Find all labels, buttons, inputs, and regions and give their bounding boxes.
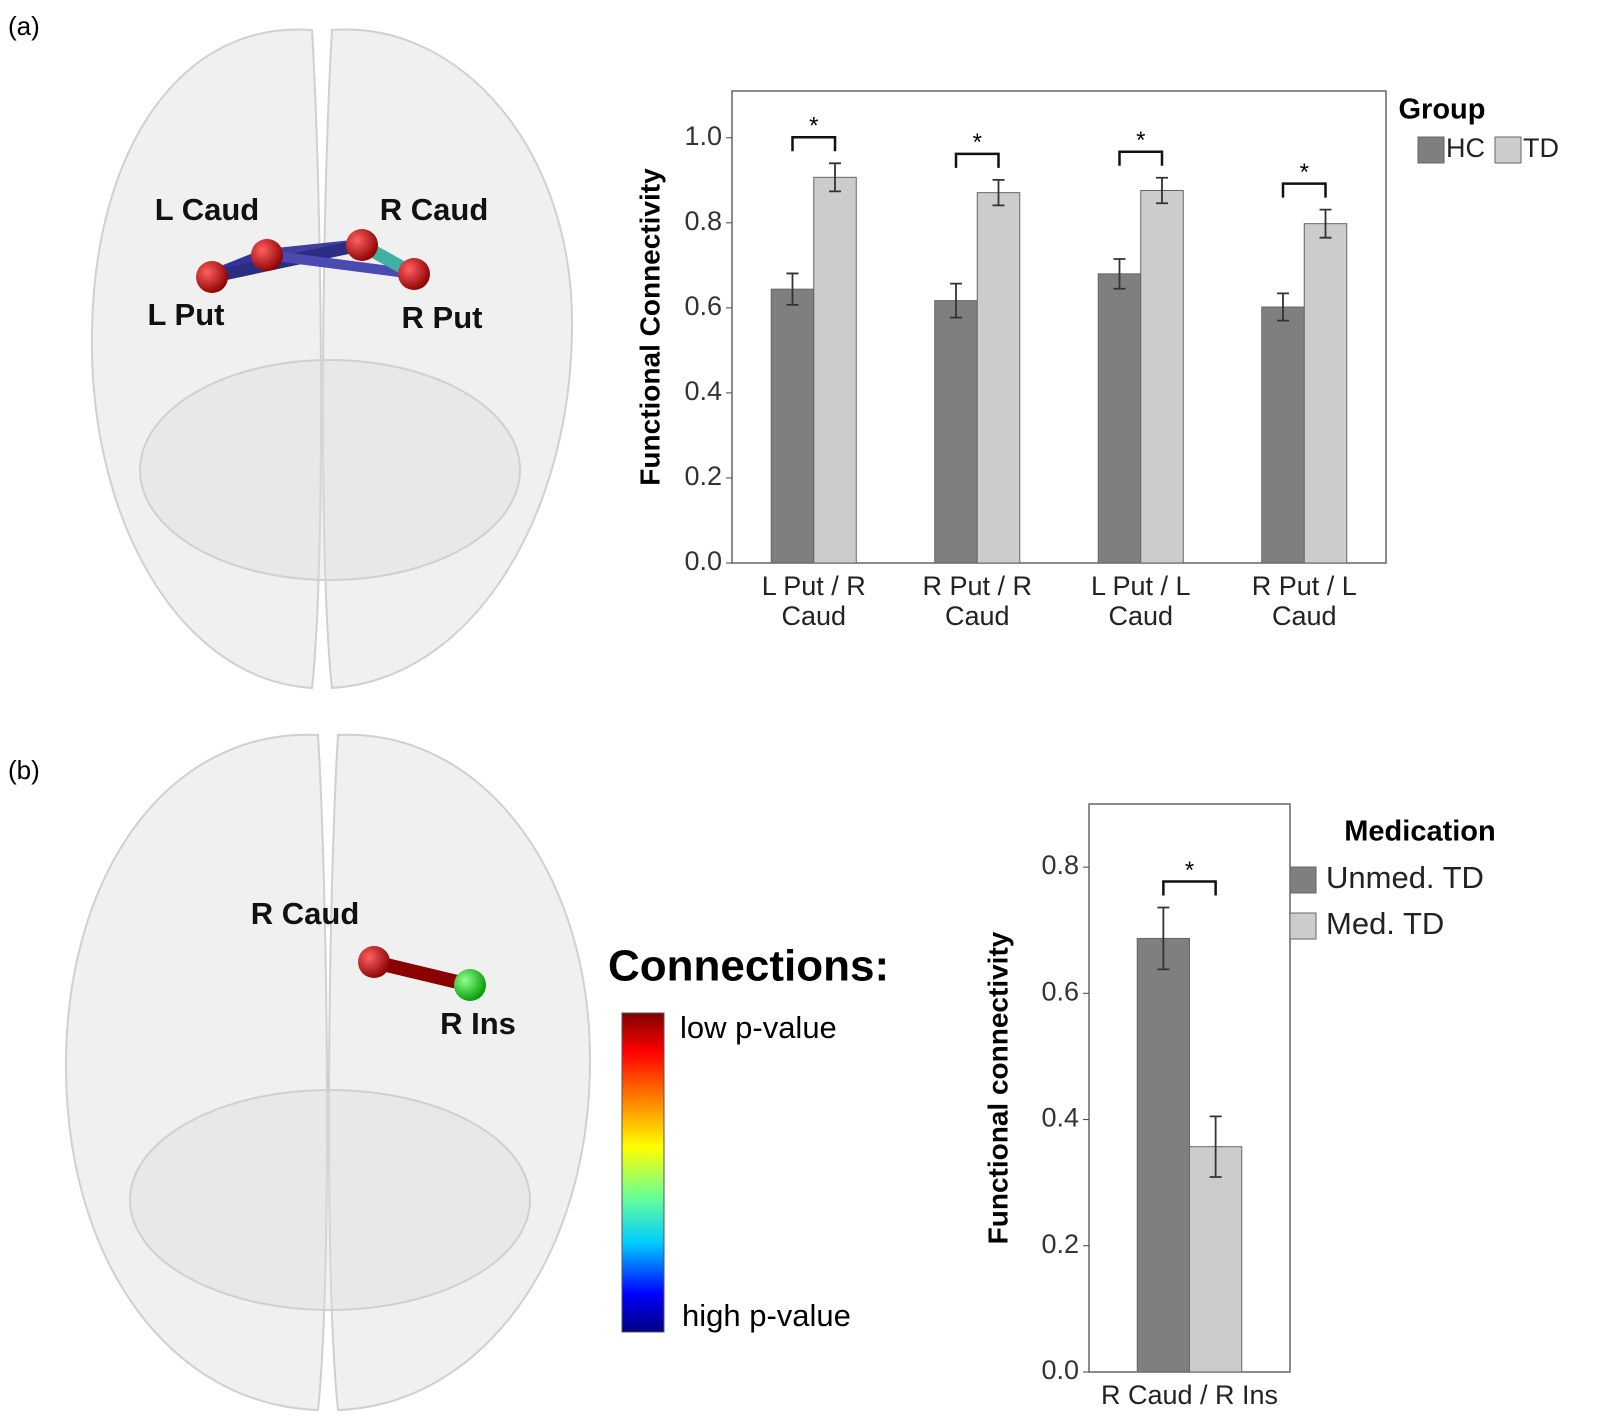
error-bar [1209,1115,1222,1178]
legend-title: Group [1399,94,1486,126]
bar [770,288,815,564]
region-label: L Put [148,297,225,332]
significance-marker: * [1185,857,1194,884]
error-bar [992,178,1005,207]
region-label: R Caud [251,896,360,931]
y-axis-label: Functional connectivity [982,931,1013,1244]
x-tick-label: R Put / L Caud [1251,571,1357,631]
plot-frame [731,90,1387,564]
y-tick-label: 0.4 [1041,1103,1079,1133]
y-tick-label: 0.8 [1041,850,1079,880]
significance-bracket [791,136,837,152]
y-tick-label: 0.2 [1041,1229,1079,1259]
legend-swatch [1289,866,1317,894]
significance-marker: * [1136,127,1145,154]
bar [1189,1146,1243,1373]
significance-bracket [954,152,1000,168]
panel-label: (b) [8,755,40,785]
legend-swatch [1494,136,1522,164]
legend-title: Medication [1344,816,1495,848]
bar [1261,306,1305,564]
x-tick-label: R Put / R Caud [922,571,1033,631]
y-tick-label: 1.0 [684,121,722,151]
panel-label: (a) [8,11,40,41]
error-bar [1156,176,1169,205]
significance-marker: * [1300,159,1309,186]
bar [1097,273,1142,564]
y-tick-label: 0.0 [1041,1355,1079,1385]
region-label: R Ins [440,1006,516,1041]
brain-a [90,28,574,690]
x-tick-label: L Put / R Caud [761,571,866,631]
significance-bracket [1162,880,1217,896]
error-bar [1113,258,1126,290]
y-axis-label: Functional Connectivity [634,168,665,486]
colorbar-title: Connections: [608,942,889,991]
y-tick-label: 0.4 [684,376,722,406]
error-bar [786,272,799,306]
bar [976,192,1021,564]
x-tick-label: R Caud / R Ins [1100,1380,1279,1410]
error-bar [1319,208,1332,239]
error-bar [829,162,842,193]
y-tick-label: 0.6 [684,291,722,321]
network-b [358,946,486,1001]
bar [813,176,857,564]
brain-b [64,733,592,1412]
legend-label: Med. TD [1326,906,1444,941]
y-tick-label: 0.0 [684,546,722,576]
network-a [196,229,430,293]
significance-marker: * [809,113,818,140]
y-tick-label: 0.8 [684,206,722,236]
significance-marker: * [973,129,982,156]
y-tick-label: 0.2 [684,461,722,491]
error-bar [1276,292,1289,322]
legend-label: TD [1523,133,1559,163]
legend-swatch [1417,136,1445,164]
error-bar [1157,906,1170,971]
legend-swatch [1289,912,1317,940]
region-label: R Put [402,300,483,335]
colorbar-label: high p-value [682,1298,851,1333]
bar [934,300,978,564]
significance-bracket [1281,182,1327,198]
legend-label: Unmed. TD [1326,860,1484,895]
colorbar [621,1012,665,1333]
legend-label: HC [1446,133,1485,163]
bar [1136,937,1190,1373]
bar [1140,190,1184,564]
bar [1303,223,1348,564]
region-label: L Caud [155,192,260,227]
x-tick-label: L Put / L Caud [1090,571,1191,631]
colorbar-label: low p-value [680,1010,837,1045]
region-label: R Caud [380,192,489,227]
error-bar [949,282,962,319]
y-tick-label: 0.6 [1041,976,1079,1006]
significance-bracket [1118,150,1164,166]
